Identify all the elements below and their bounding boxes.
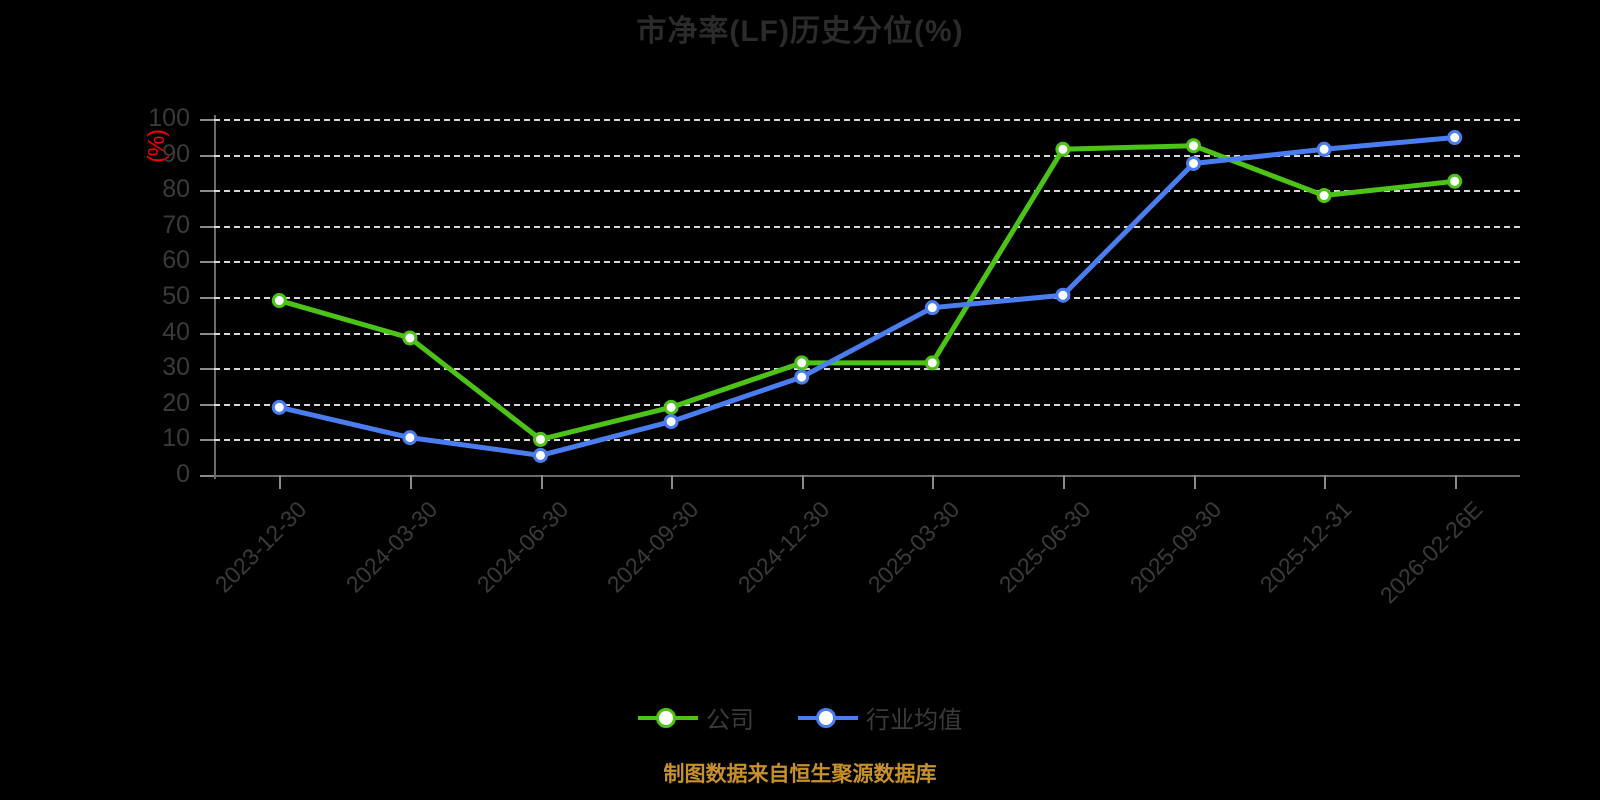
data-point[interactable] bbox=[794, 369, 810, 385]
gridline bbox=[214, 403, 1520, 406]
data-point[interactable] bbox=[402, 330, 418, 346]
data-point[interactable] bbox=[663, 399, 679, 415]
gridline bbox=[214, 225, 1520, 228]
gridline bbox=[214, 368, 1520, 371]
data-point[interactable] bbox=[1186, 156, 1201, 171]
x-axis-tick bbox=[409, 475, 412, 489]
gridline bbox=[214, 119, 1520, 121]
y-axis-tick-label: 10 bbox=[162, 424, 190, 453]
legend-label-company: 公司 bbox=[706, 707, 754, 734]
x-axis-tick bbox=[1454, 475, 1457, 489]
legend-label-industry-average: 行业均值 bbox=[866, 707, 962, 734]
data-point[interactable] bbox=[1447, 173, 1463, 189]
y-axis-tick bbox=[200, 439, 214, 442]
page-title: 市净率(LF)历史分位(%) bbox=[636, 15, 964, 48]
y-axis-tick-label: 40 bbox=[162, 317, 190, 346]
chart-legend: 公司 行业均值 bbox=[0, 700, 1600, 735]
data-point[interactable] bbox=[1055, 287, 1071, 303]
data-point[interactable] bbox=[533, 447, 548, 463]
x-axis-tick bbox=[1193, 475, 1196, 489]
x-axis-line bbox=[210, 475, 1520, 477]
data-point[interactable] bbox=[533, 431, 548, 447]
data-point[interactable] bbox=[402, 430, 418, 446]
x-axis-tick bbox=[932, 475, 935, 489]
gridline bbox=[214, 190, 1520, 193]
gridline bbox=[214, 439, 1520, 442]
data-point[interactable] bbox=[1186, 138, 1201, 154]
y-axis-tick bbox=[200, 190, 214, 193]
y-axis-tick bbox=[200, 261, 214, 264]
series-lines bbox=[276, 135, 1458, 458]
y-axis-tick bbox=[200, 119, 214, 121]
y-axis-tick bbox=[200, 297, 214, 299]
legend-item-industry-average[interactable]: 行业均值 bbox=[798, 700, 962, 735]
gridline bbox=[214, 332, 1520, 335]
y-axis-tick-label: 50 bbox=[162, 282, 190, 310]
y-axis-tick bbox=[200, 225, 214, 228]
legend-marker-company-icon bbox=[638, 706, 698, 730]
y-axis-tick-label: 90 bbox=[162, 139, 190, 168]
x-axis-tick bbox=[540, 475, 543, 489]
data-point[interactable] bbox=[794, 355, 810, 371]
data-point[interactable] bbox=[924, 300, 940, 316]
x-axis-tick bbox=[279, 475, 282, 489]
y-axis-tick bbox=[200, 475, 214, 477]
series-line-industry-average bbox=[276, 135, 1458, 458]
y-axis-tick-label: 100 bbox=[148, 104, 190, 132]
data-point[interactable] bbox=[663, 414, 679, 430]
y-axis-tick bbox=[200, 403, 214, 406]
y-axis-tick-label: 80 bbox=[162, 175, 190, 204]
x-axis-tick bbox=[1324, 475, 1327, 489]
legend-marker-industry-icon bbox=[798, 706, 858, 730]
y-axis-tick bbox=[200, 368, 214, 371]
data-point[interactable] bbox=[1447, 130, 1463, 146]
gridline bbox=[214, 154, 1520, 157]
series-points bbox=[271, 130, 1463, 463]
series-line-company bbox=[276, 143, 1458, 442]
y-axis-tick-label: 60 bbox=[162, 246, 190, 275]
x-axis-tick bbox=[801, 475, 804, 489]
data-point[interactable] bbox=[924, 355, 940, 371]
y-axis-tick-label: 20 bbox=[162, 388, 190, 417]
data-point[interactable] bbox=[271, 293, 287, 309]
y-axis-tick-label: 0 bbox=[176, 460, 190, 488]
y-axis-tick bbox=[200, 154, 214, 157]
data-point[interactable] bbox=[1055, 141, 1071, 157]
data-point[interactable] bbox=[271, 399, 287, 415]
data-point[interactable] bbox=[1316, 141, 1332, 157]
legend-item-company[interactable]: 公司 bbox=[638, 700, 754, 735]
gridline bbox=[214, 297, 1520, 299]
x-axis-tick bbox=[671, 475, 674, 489]
y-axis-tick-label: 70 bbox=[162, 210, 190, 239]
data-point[interactable] bbox=[1316, 188, 1332, 204]
data-source-note: 制图数据来自恒生聚源数据库 bbox=[663, 763, 937, 786]
gridline bbox=[214, 261, 1520, 264]
y-axis-tick-label: 30 bbox=[162, 353, 190, 382]
x-axis-tick bbox=[1062, 475, 1065, 489]
y-axis-tick bbox=[200, 332, 214, 335]
